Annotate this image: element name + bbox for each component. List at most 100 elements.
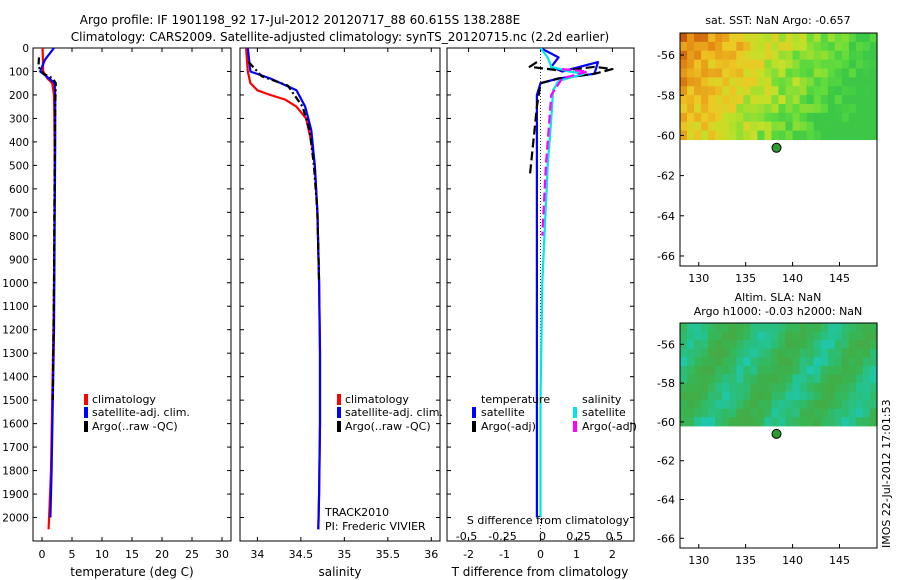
heat-cell bbox=[757, 417, 766, 427]
heat-cell bbox=[855, 33, 864, 43]
heat-cell bbox=[841, 68, 850, 78]
heat-cell bbox=[701, 408, 709, 418]
heat-cell bbox=[785, 86, 794, 96]
heat-cell bbox=[750, 130, 758, 141]
heat-cell bbox=[799, 365, 808, 375]
heat-cell bbox=[757, 33, 766, 43]
heat-cell bbox=[764, 86, 773, 96]
heat-cell bbox=[827, 331, 836, 341]
s-diff-tick-label: 0.5 bbox=[606, 530, 624, 543]
heat-cell bbox=[799, 68, 808, 78]
heat-cell bbox=[743, 365, 751, 375]
x-tick-label: -2 bbox=[463, 548, 474, 561]
heat-cell bbox=[834, 50, 843, 61]
heat-cell bbox=[764, 103, 773, 114]
heat-cell bbox=[862, 95, 871, 105]
heat-cell bbox=[771, 382, 780, 393]
legend-swatch-climatology bbox=[337, 394, 341, 405]
heat-cell bbox=[785, 348, 794, 358]
heat-cell bbox=[701, 50, 709, 61]
heat-cell bbox=[841, 382, 850, 393]
heat-cell bbox=[834, 391, 843, 401]
heat-cell bbox=[841, 400, 850, 410]
heat-cell bbox=[750, 340, 758, 350]
heat-cell bbox=[855, 340, 864, 350]
heat-cell bbox=[869, 391, 878, 401]
heat-cell bbox=[813, 50, 822, 61]
y-tick-label: 1200 bbox=[2, 325, 29, 337]
heat-cell bbox=[862, 374, 871, 384]
heat-cell bbox=[701, 417, 709, 427]
heat-cell bbox=[708, 382, 716, 393]
heat-cell bbox=[701, 340, 709, 350]
heat-cell bbox=[757, 121, 766, 132]
sst-map-frame bbox=[679, 32, 878, 267]
heat-cell bbox=[743, 357, 751, 367]
heat-cell bbox=[764, 408, 773, 418]
heat-cell bbox=[750, 33, 758, 43]
heat-cell bbox=[792, 33, 801, 43]
heat-cell bbox=[799, 348, 808, 358]
heat-cell bbox=[743, 408, 751, 418]
heat-cell bbox=[764, 68, 773, 78]
heat-cell bbox=[715, 365, 723, 375]
heat-cell bbox=[736, 357, 744, 367]
heat-cell bbox=[841, 103, 850, 114]
heat-cell bbox=[792, 348, 801, 358]
heat-cell bbox=[785, 417, 794, 427]
x-tick-label: 30 bbox=[215, 548, 229, 561]
heat-cell bbox=[729, 331, 737, 341]
legend-swatch-argo bbox=[337, 421, 341, 432]
heat-cell bbox=[820, 357, 829, 367]
heat-cell bbox=[687, 340, 695, 350]
heat-cell bbox=[869, 408, 878, 418]
heat-cell bbox=[701, 331, 709, 341]
heat-cell bbox=[722, 374, 730, 384]
heat-cell bbox=[687, 41, 695, 52]
heat-cell bbox=[743, 331, 751, 341]
heat-cell bbox=[806, 348, 815, 358]
heat-cell bbox=[722, 95, 730, 105]
heat-cell bbox=[715, 68, 723, 78]
heat-cell bbox=[799, 95, 808, 105]
map-y-tick-label: -66 bbox=[657, 250, 675, 263]
heat-cell bbox=[869, 33, 878, 43]
heat-cell bbox=[855, 112, 864, 123]
heat-cell bbox=[694, 340, 702, 350]
heat-cell bbox=[687, 112, 695, 123]
heat-cell bbox=[764, 382, 773, 393]
heat-cell bbox=[708, 365, 716, 375]
timestamp-stamp: IMOS 22-Jul-2012 17:01:53 bbox=[880, 399, 893, 548]
heat-cell bbox=[855, 408, 864, 418]
heat-cell bbox=[862, 121, 871, 132]
heat-cell bbox=[869, 103, 878, 114]
heat-cell bbox=[834, 374, 843, 384]
heat-cell bbox=[750, 103, 758, 114]
heat-cell bbox=[764, 348, 773, 358]
heat-cell bbox=[729, 50, 737, 61]
heat-cell bbox=[841, 130, 850, 141]
heat-cell bbox=[750, 323, 758, 333]
heat-cell bbox=[729, 323, 737, 333]
heat-cell bbox=[750, 121, 758, 132]
heat-cell bbox=[862, 391, 871, 401]
map-x-tick-label: 145 bbox=[829, 554, 850, 567]
y-tick-label: 500 bbox=[9, 160, 29, 172]
heat-cell bbox=[694, 400, 702, 410]
y-tick-label: 900 bbox=[9, 254, 29, 266]
heat-cell bbox=[687, 365, 695, 375]
heat-cell bbox=[680, 59, 688, 70]
x-tick-label: 34.5 bbox=[289, 548, 314, 561]
heat-cell bbox=[806, 41, 815, 52]
difference-series-temperature-satellite bbox=[535, 48, 600, 518]
heat-cell bbox=[813, 323, 822, 333]
heat-cell bbox=[778, 374, 787, 384]
heat-cell bbox=[841, 33, 850, 43]
heat-cell bbox=[869, 348, 878, 358]
heat-cell bbox=[855, 95, 864, 105]
heat-cell bbox=[729, 95, 737, 105]
heat-cell bbox=[771, 417, 780, 427]
heat-cell bbox=[827, 417, 836, 427]
heat-cell bbox=[848, 121, 857, 132]
map-x-tick-label: 130 bbox=[688, 554, 709, 567]
